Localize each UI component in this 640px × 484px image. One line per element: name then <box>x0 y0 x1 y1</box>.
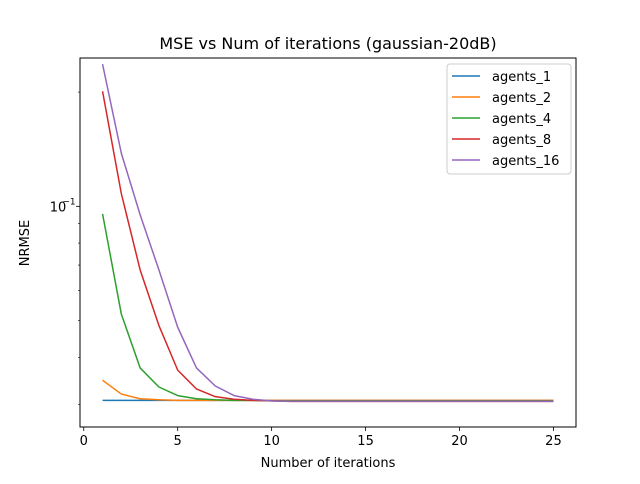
series-line-agents_16 <box>101 63 554 403</box>
series-lines <box>101 63 554 403</box>
axes-frame <box>79 57 577 428</box>
x-axis-label: Number of iterations <box>261 456 396 471</box>
legend-label-agents_4: agents_4 <box>492 112 551 127</box>
plot-area <box>79 57 577 428</box>
x-tick-label: 0 <box>80 434 88 449</box>
legend-label-agents_1: agents_1 <box>492 70 551 85</box>
y-axis-ticks: 10−1 <box>50 91 80 405</box>
x-tick-label: 10 <box>263 434 280 449</box>
y-tick-label: 10 <box>50 200 67 215</box>
legend-label-agents_2: agents_2 <box>492 91 551 106</box>
x-tick-label: 5 <box>174 434 182 449</box>
legend-box <box>446 63 572 175</box>
x-tick-label: 15 <box>357 434 374 449</box>
x-axis-ticks: 0 5 10 15 20 25 <box>80 427 562 449</box>
legend-label-agents_16: agents_16 <box>492 154 559 169</box>
y-axis-label: NRMSE <box>18 220 33 266</box>
x-tick-label: 25 <box>545 434 562 449</box>
y-tick-label-exponent: −1 <box>62 197 75 207</box>
chart-title: MSE vs Num of iterations (gaussian-20dB) <box>159 34 496 53</box>
legend: agents_1 agents_2 agents_4 agents_8 agents_1… <box>446 63 572 175</box>
legend-label-agents_8: agents_8 <box>492 133 551 148</box>
x-tick-label: 20 <box>451 434 468 449</box>
